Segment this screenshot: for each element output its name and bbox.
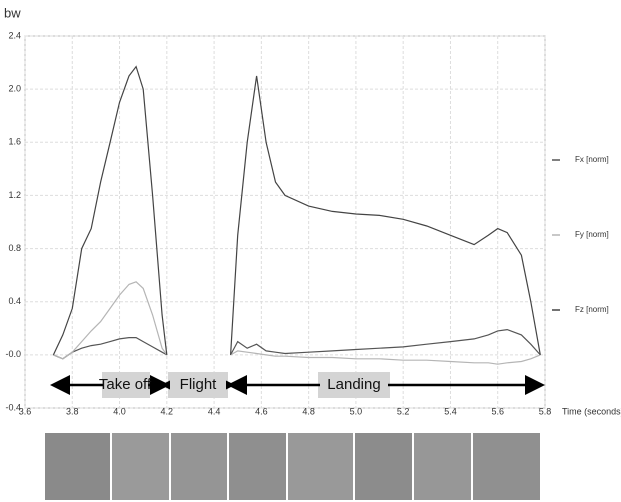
photo	[414, 433, 471, 500]
y-tick-label: 1.6	[8, 137, 21, 147]
series-line	[53, 281, 541, 365]
legend-label: Fx [norm]	[575, 155, 609, 164]
photo	[112, 433, 169, 500]
x-tick-label: 5.4	[444, 406, 457, 416]
photo	[45, 433, 110, 500]
photo	[355, 433, 412, 500]
phase-box	[320, 374, 388, 396]
y-tick-label: 2.0	[8, 84, 21, 94]
x-tick-label: 4.2	[161, 406, 174, 416]
y-axis-label: bw	[4, 5, 21, 20]
x-tick-label: 3.6	[19, 406, 32, 416]
x-tick-label: 4.8	[302, 406, 315, 416]
phase-box	[170, 374, 226, 396]
x-tick-label: 4.4	[208, 406, 221, 416]
y-tick-label: 2.4	[8, 30, 21, 40]
photo	[229, 433, 286, 500]
x-tick-label: 5.8	[539, 406, 552, 416]
y-tick-label: -0.0	[5, 349, 21, 359]
photo	[171, 433, 227, 500]
phase-label: Take off	[99, 376, 152, 393]
series-line	[52, 65, 541, 356]
legend-label: Fz [norm]	[575, 305, 609, 314]
x-tick-label: 5.0	[350, 406, 363, 416]
photo-strip	[45, 433, 540, 500]
x-tick-label: 4.6	[255, 406, 268, 416]
plot-area	[24, 35, 546, 409]
photo	[288, 433, 353, 500]
phase-label: Flight	[180, 376, 218, 393]
x-axis-label: Time (seconds)	[562, 406, 621, 416]
phase-label: Landing	[327, 376, 380, 393]
y-tick-label: -0.4	[5, 402, 21, 412]
x-tick-label: 5.2	[397, 406, 410, 416]
y-tick-label: 1.2	[8, 190, 21, 200]
x-tick-label: 3.8	[66, 406, 79, 416]
phase-box	[104, 374, 148, 396]
legend-label: Fy [norm]	[575, 230, 609, 239]
y-tick-label: 0.8	[8, 243, 21, 253]
x-tick-label: 5.6	[491, 406, 504, 416]
y-tick-label: 0.4	[8, 296, 21, 306]
photo	[473, 433, 540, 500]
series-line	[53, 328, 541, 360]
x-tick-label: 4.0	[113, 406, 126, 416]
